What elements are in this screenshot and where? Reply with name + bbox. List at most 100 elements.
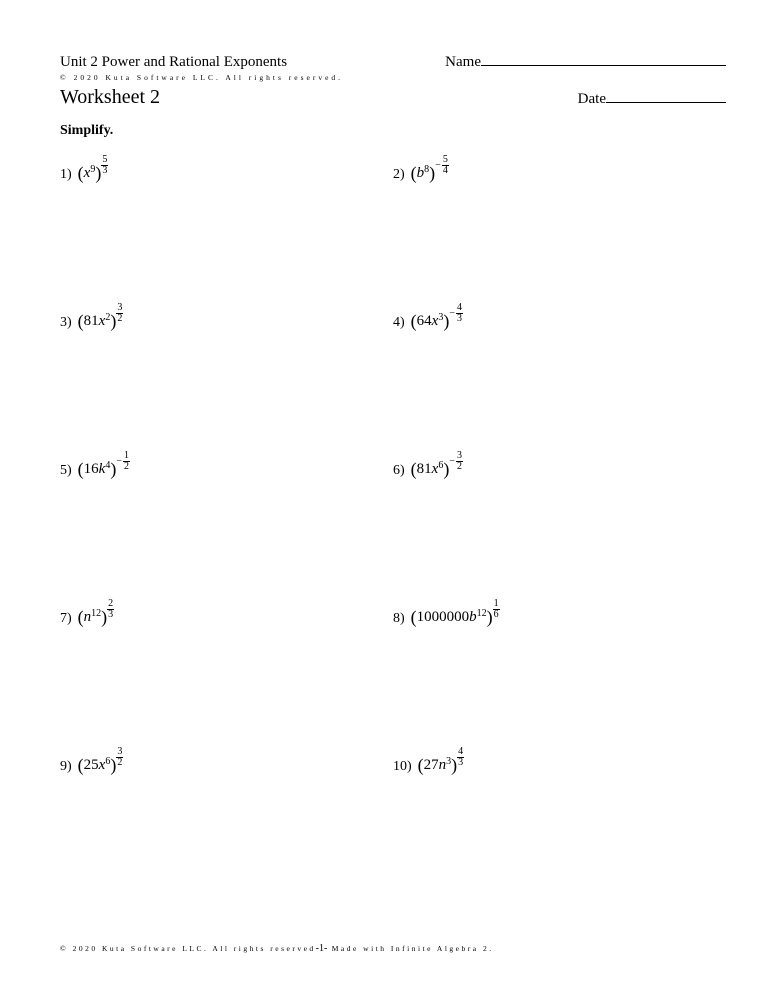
base-group: b8 — [417, 157, 430, 182]
outer-exponent: 43 — [457, 747, 464, 768]
left-paren: ( — [78, 309, 84, 333]
expression: (64x3)−43 — [411, 305, 463, 330]
base-group: n12 — [84, 601, 102, 626]
left-paren: ( — [78, 457, 84, 481]
variable: k — [99, 461, 106, 478]
page-number: -1- — [316, 943, 328, 954]
inner-exponent: 12 — [91, 608, 101, 619]
left-paren: ( — [78, 605, 84, 629]
left-paren: ( — [411, 161, 417, 185]
outer-exponent: 16 — [493, 599, 500, 620]
expression: (81x6)−32 — [411, 453, 463, 478]
problem-cell: 6)(81x6)−32 — [393, 453, 726, 601]
expression: (1000000b12)16 — [411, 601, 500, 626]
problem-cell: 2)(b8)−54 — [393, 157, 726, 305]
problem-number: 6) — [393, 453, 405, 479]
expression: (b8)−54 — [411, 157, 449, 182]
fraction: 53 — [101, 155, 108, 176]
fraction-denominator: 3 — [101, 166, 108, 176]
expression: (n12)23 — [78, 601, 115, 626]
base-group: 81x6 — [417, 453, 444, 478]
fraction-denominator: 2 — [116, 314, 123, 324]
fraction: 54 — [442, 155, 449, 176]
problem-cell: 7)(n12)23 — [60, 601, 393, 749]
problem-number: 2) — [393, 157, 405, 183]
outer-exponent: 23 — [107, 599, 114, 620]
left-paren: ( — [78, 161, 84, 185]
problem-cell: 1)(x9)53 — [60, 157, 393, 305]
base-group: 25x6 — [84, 749, 111, 774]
header-row: Unit 2 Power and Rational Exponents Name — [60, 54, 726, 71]
copyright-top: © 2020 Kuta Software LLC. All rights res… — [60, 73, 726, 82]
name-field: Name — [445, 54, 726, 71]
problem-row: 1)(x9)532)(b8)−54 — [60, 157, 726, 305]
outer-exponent: 32 — [116, 303, 123, 324]
expression: (27n3)43 — [418, 749, 465, 774]
outer-exponent: −32 — [449, 451, 463, 472]
variable: x — [432, 313, 439, 330]
instruction: Simplify. — [60, 123, 726, 139]
variable: n — [84, 609, 92, 626]
coefficient: 81 — [417, 461, 432, 478]
problem-row: 9)(25x6)3210)(27n3)43 — [60, 749, 726, 897]
negative-sign: − — [435, 160, 441, 171]
fraction-denominator: 2 — [456, 462, 463, 472]
footer: © 2020 Kuta Software LLC. All rights res… — [60, 943, 726, 954]
problem-cell: 3)(81x2)32 — [60, 305, 393, 453]
outer-exponent: −43 — [449, 303, 463, 324]
problem-cell: 5)(16k4)−12 — [60, 453, 393, 601]
inner-exponent: 12 — [477, 608, 487, 619]
footer-left: © 2020 Kuta Software LLC. All rights res… — [60, 944, 316, 953]
base-group: 27n3 — [424, 749, 452, 774]
base-group: x9 — [84, 157, 96, 182]
outer-exponent: 53 — [101, 155, 108, 176]
expression: (25x6)32 — [78, 749, 124, 774]
name-blank-line — [481, 65, 726, 66]
variable: x — [99, 757, 106, 774]
problem-number: 8) — [393, 601, 405, 627]
fraction: 23 — [107, 599, 114, 620]
fraction: 16 — [493, 599, 500, 620]
base-group: 81x2 — [84, 305, 111, 330]
fraction: 32 — [116, 303, 123, 324]
problem-row: 5)(16k4)−126)(81x6)−32 — [60, 453, 726, 601]
coefficient: 81 — [84, 313, 99, 330]
problem-row: 3)(81x2)324)(64x3)−43 — [60, 305, 726, 453]
fraction-denominator: 3 — [107, 610, 114, 620]
coefficient: 1000000 — [417, 609, 470, 626]
problems-grid: 1)(x9)532)(b8)−543)(81x2)324)(64x3)−435)… — [60, 157, 726, 897]
fraction-denominator: 3 — [456, 314, 463, 324]
footer-right: Made with Infinite Algebra 2. — [332, 944, 494, 953]
fraction-denominator: 6 — [493, 610, 500, 620]
name-label: Name — [445, 54, 481, 70]
problem-number: 4) — [393, 305, 405, 331]
negative-sign: − — [116, 456, 122, 467]
left-paren: ( — [411, 309, 417, 333]
fraction: 43 — [456, 303, 463, 324]
date-label: Date — [578, 91, 606, 107]
expression: (81x2)32 — [78, 305, 124, 330]
coefficient: 27 — [424, 757, 439, 774]
outer-exponent: −12 — [116, 451, 130, 472]
left-paren: ( — [411, 605, 417, 629]
left-paren: ( — [78, 753, 84, 777]
fraction: 12 — [123, 451, 130, 472]
base-group: 16k4 — [84, 453, 111, 478]
negative-sign: − — [449, 456, 455, 467]
negative-sign: − — [449, 308, 455, 319]
expression: (x9)53 — [78, 157, 109, 182]
problem-cell: 9)(25x6)32 — [60, 749, 393, 897]
problem-number: 9) — [60, 749, 72, 775]
fraction-denominator: 3 — [457, 758, 464, 768]
expression: (16k4)−12 — [78, 453, 130, 478]
variable: b — [469, 609, 477, 626]
coefficient: 25 — [84, 757, 99, 774]
unit-title: Unit 2 Power and Rational Exponents — [60, 54, 287, 71]
base-group: 1000000b12 — [417, 601, 487, 626]
coefficient: 16 — [84, 461, 99, 478]
date-blank-line — [606, 102, 726, 103]
problem-number: 7) — [60, 601, 72, 627]
variable: b — [417, 165, 425, 182]
date-field: Date — [578, 90, 726, 108]
outer-exponent: 32 — [116, 747, 123, 768]
